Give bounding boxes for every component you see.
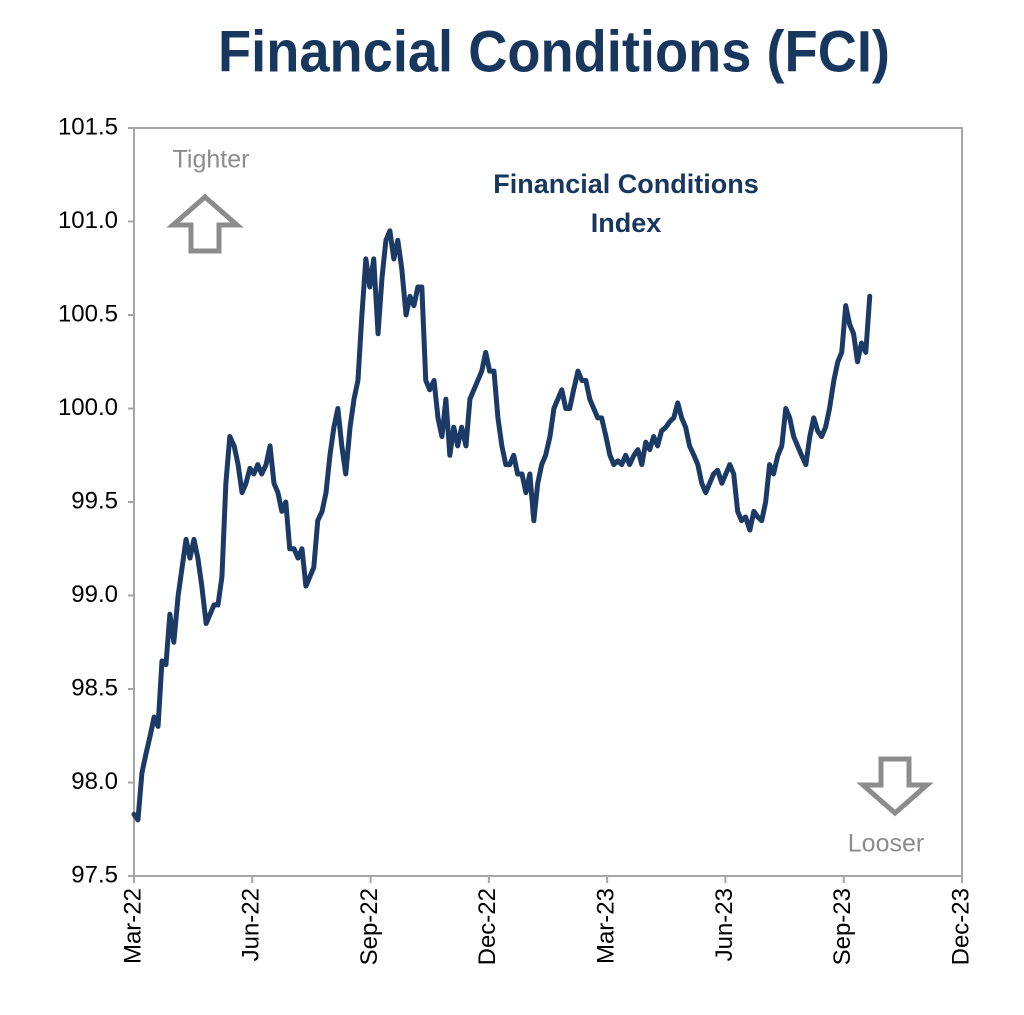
y-tick-label: 100.5	[58, 300, 118, 327]
y-tick-label: 99.5	[71, 487, 118, 514]
y-tick-label: 99.0	[71, 581, 118, 608]
down-arrow	[856, 756, 934, 817]
y-tick-label: 97.5	[71, 861, 118, 888]
y-tick-label: 101.5	[58, 113, 118, 140]
chart-title: Financial Conditions (FCI)	[218, 19, 890, 84]
tighter-label: Tighter	[173, 146, 250, 174]
looser-label: Looser	[848, 830, 924, 858]
y-tick-label: 98.5	[71, 674, 118, 701]
plot-frame	[133, 127, 963, 877]
y-tick-label: 98.0	[71, 768, 118, 795]
y-tick-label: 101.0	[58, 207, 118, 234]
series-label: Financial Conditions	[493, 169, 759, 199]
x-tick-label: Dec-23	[947, 888, 974, 965]
x-tick-label: Jun-22	[238, 888, 265, 961]
x-tick-label: Jun-23	[711, 888, 738, 961]
series-label: Index	[591, 208, 662, 238]
x-tick-label: Dec-22	[474, 888, 501, 965]
fci-line	[131, 228, 873, 823]
x-tick-label: Sep-22	[356, 888, 383, 965]
y-tick-label: 100.0	[58, 394, 118, 421]
x-tick-label: Sep-23	[829, 888, 856, 965]
up-arrow	[166, 193, 244, 254]
x-tick-label: Mar-22	[119, 888, 146, 964]
x-tick-label: Mar-23	[592, 888, 619, 964]
